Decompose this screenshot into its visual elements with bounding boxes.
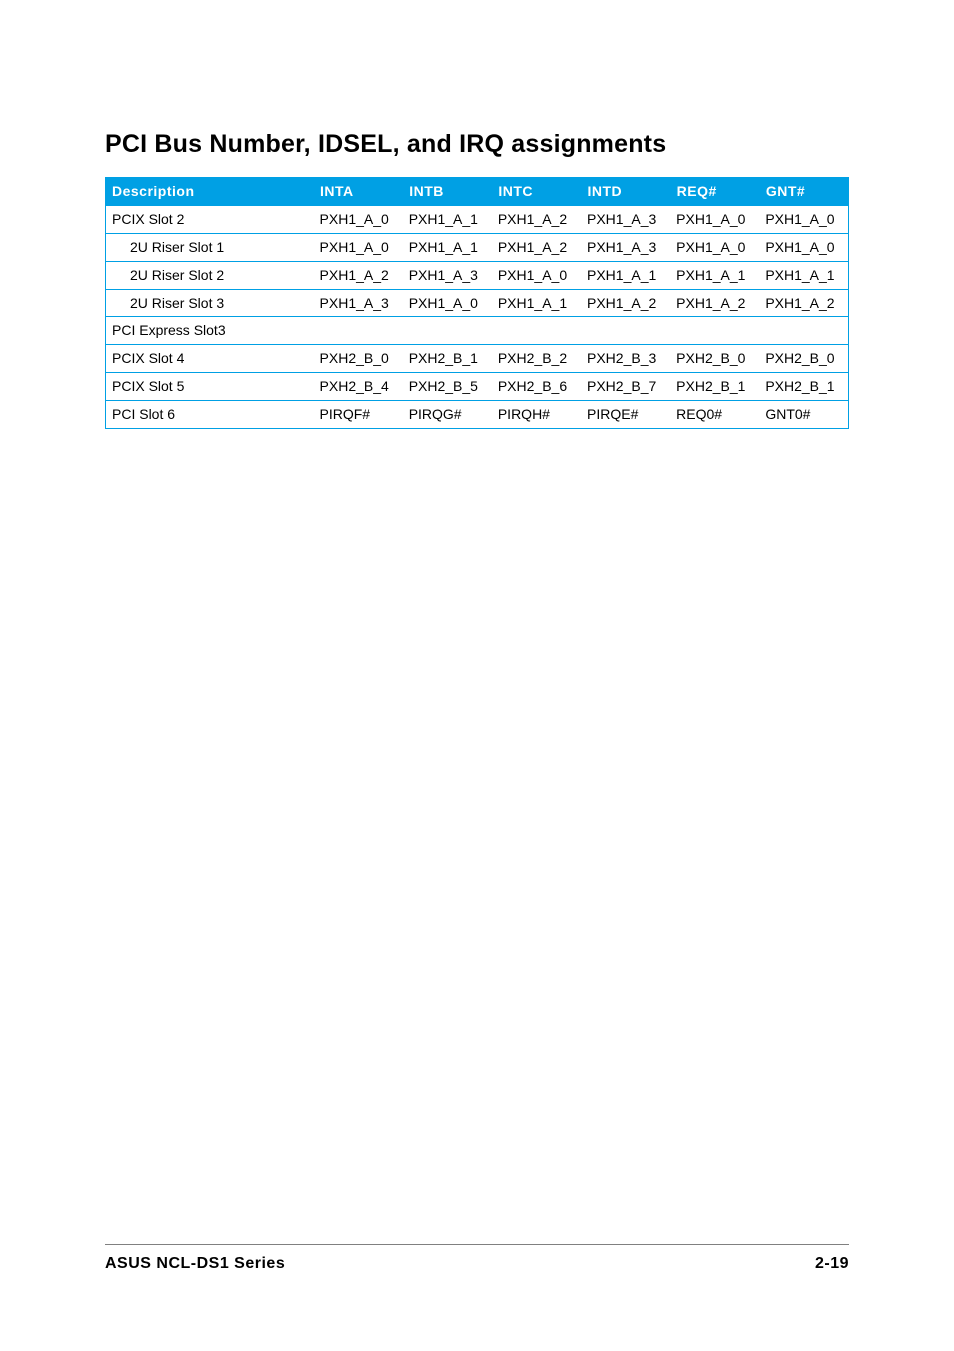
- cell-req: PXH2_B_0: [670, 345, 759, 373]
- cell-intd: PXH1_A_1: [581, 261, 670, 289]
- cell-intd: PXH1_A_2: [581, 289, 670, 317]
- page-footer: ASUS NCL-DS1 Series 2-19: [105, 1244, 849, 1273]
- cell-gnt: PXH2_B_0: [759, 345, 848, 373]
- cell-inta: PXH2_B_0: [314, 345, 403, 373]
- cell-desc: PCIX Slot 5: [106, 373, 314, 401]
- footer-left: ASUS NCL-DS1 Series: [105, 1255, 285, 1273]
- cell-inta: PXH1_A_2: [314, 261, 403, 289]
- cell-req: PXH1_A_0: [670, 205, 759, 233]
- cell-inta: PXH2_B_4: [314, 373, 403, 401]
- table-body: PCIX Slot 2 PXH1_A_0 PXH1_A_1 PXH1_A_2 P…: [106, 205, 849, 428]
- cell-intb: PXH2_B_1: [403, 345, 492, 373]
- cell-req: PXH1_A_0: [670, 233, 759, 261]
- cell-inta: PXH1_A_3: [314, 289, 403, 317]
- col-gnt: GNT#: [759, 178, 848, 206]
- cell-desc: 2U Riser Slot 1: [106, 233, 314, 261]
- cell-intb: PXH1_A_1: [403, 205, 492, 233]
- cell-req: PXH2_B_1: [670, 373, 759, 401]
- table-row: PCI Express Slot3: [106, 317, 849, 345]
- table-header-row: Description INTA INTB INTC INTD REQ# GNT…: [106, 178, 849, 206]
- cell-intc: PXH2_B_6: [492, 373, 581, 401]
- cell-desc: PCIX Slot 2: [106, 205, 314, 233]
- page-title: PCI Bus Number, IDSEL, and IRQ assignmen…: [105, 130, 849, 159]
- cell-intb: [403, 317, 492, 345]
- cell-intc: PIRQH#: [492, 401, 581, 429]
- cell-inta: PXH1_A_0: [314, 233, 403, 261]
- table-row: 2U Riser Slot 3 PXH1_A_3 PXH1_A_0 PXH1_A…: [106, 289, 849, 317]
- cell-intb: PXH1_A_0: [403, 289, 492, 317]
- col-intc: INTC: [492, 178, 581, 206]
- col-description: Description: [106, 178, 314, 206]
- table-row: PCI Slot 6 PIRQF# PIRQG# PIRQH# PIRQE# R…: [106, 401, 849, 429]
- cell-gnt: PXH1_A_0: [759, 233, 848, 261]
- cell-gnt: PXH1_A_0: [759, 205, 848, 233]
- cell-gnt: GNT0#: [759, 401, 848, 429]
- cell-req: REQ0#: [670, 401, 759, 429]
- cell-intc: PXH2_B_2: [492, 345, 581, 373]
- col-req: REQ#: [670, 178, 759, 206]
- cell-desc: 2U Riser Slot 3: [106, 289, 314, 317]
- cell-desc: PCI Express Slot3: [106, 317, 314, 345]
- table-row: PCIX Slot 5 PXH2_B_4 PXH2_B_5 PXH2_B_6 P…: [106, 373, 849, 401]
- table-row: 2U Riser Slot 1 PXH1_A_0 PXH1_A_1 PXH1_A…: [106, 233, 849, 261]
- cell-intd: PXH2_B_3: [581, 345, 670, 373]
- cell-intb: PXH1_A_1: [403, 233, 492, 261]
- col-inta: INTA: [314, 178, 403, 206]
- cell-req: PXH1_A_2: [670, 289, 759, 317]
- cell-intb: PXH2_B_5: [403, 373, 492, 401]
- cell-intc: [492, 317, 581, 345]
- cell-intd: PXH2_B_7: [581, 373, 670, 401]
- cell-req: PXH1_A_1: [670, 261, 759, 289]
- footer-right: 2-19: [815, 1255, 849, 1273]
- col-intd: INTD: [581, 178, 670, 206]
- cell-desc: PCIX Slot 4: [106, 345, 314, 373]
- cell-gnt: PXH1_A_1: [759, 261, 848, 289]
- cell-intb: PIRQG#: [403, 401, 492, 429]
- cell-inta: PXH1_A_0: [314, 205, 403, 233]
- cell-intb: PXH1_A_3: [403, 261, 492, 289]
- cell-intc: PXH1_A_1: [492, 289, 581, 317]
- cell-inta: [314, 317, 403, 345]
- cell-gnt: [759, 317, 848, 345]
- table-row: PCIX Slot 4 PXH2_B_0 PXH2_B_1 PXH2_B_2 P…: [106, 345, 849, 373]
- cell-intc: PXH1_A_2: [492, 233, 581, 261]
- cell-intd: PXH1_A_3: [581, 205, 670, 233]
- table-row: PCIX Slot 2 PXH1_A_0 PXH1_A_1 PXH1_A_2 P…: [106, 205, 849, 233]
- irq-table: Description INTA INTB INTC INTD REQ# GNT…: [105, 177, 849, 429]
- cell-intd: PXH1_A_3: [581, 233, 670, 261]
- cell-gnt: PXH1_A_2: [759, 289, 848, 317]
- cell-gnt: PXH2_B_1: [759, 373, 848, 401]
- cell-desc: 2U Riser Slot 2: [106, 261, 314, 289]
- table-row: 2U Riser Slot 2 PXH1_A_2 PXH1_A_3 PXH1_A…: [106, 261, 849, 289]
- cell-intc: PXH1_A_2: [492, 205, 581, 233]
- cell-inta: PIRQF#: [314, 401, 403, 429]
- cell-desc: PCI Slot 6: [106, 401, 314, 429]
- cell-req: [670, 317, 759, 345]
- page: PCI Bus Number, IDSEL, and IRQ assignmen…: [0, 0, 954, 1351]
- cell-intd: PIRQE#: [581, 401, 670, 429]
- cell-intc: PXH1_A_0: [492, 261, 581, 289]
- col-intb: INTB: [403, 178, 492, 206]
- cell-intd: [581, 317, 670, 345]
